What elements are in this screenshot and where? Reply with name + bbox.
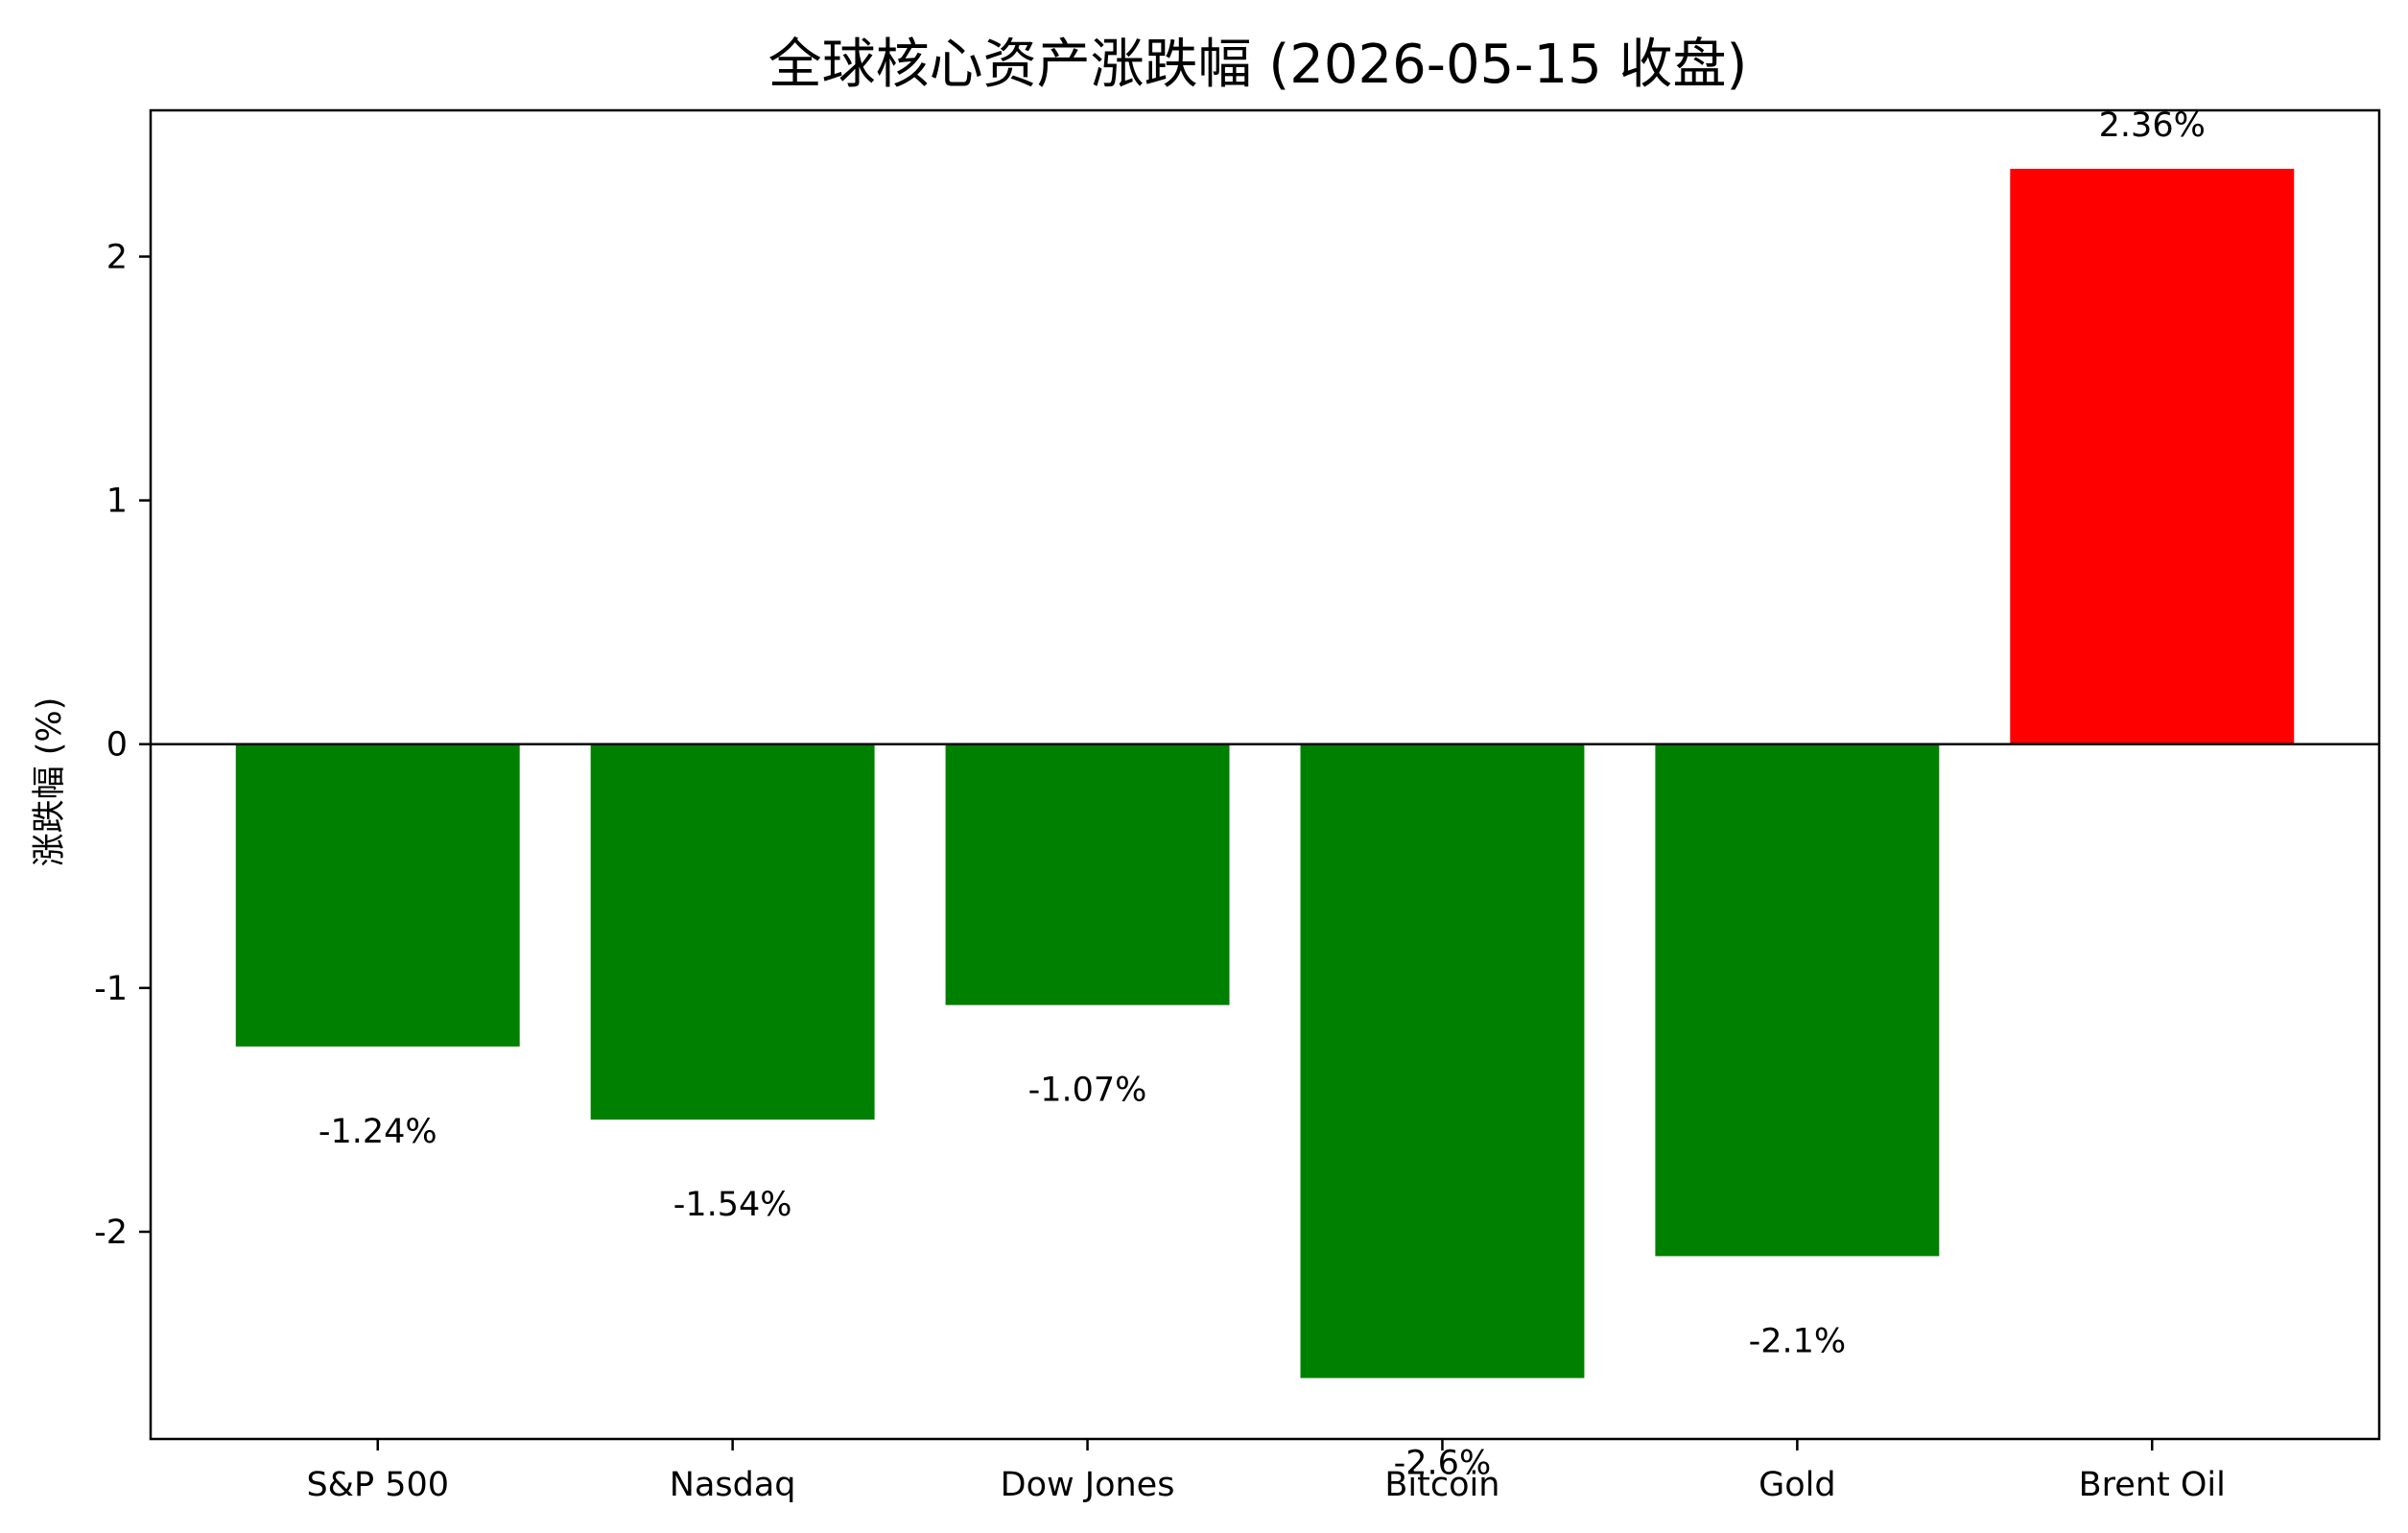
y-axis-label: 涨跌幅 (%) [31,697,69,867]
y-tick-label: -1 [94,970,128,1008]
x-tick-label: Bitcoin [1384,1466,1499,1504]
y-tick-label: 1 [106,483,128,521]
bar-0 [235,743,520,1047]
data-labels-group: -1.24% -1.54% -1.07% -2.6% -2.1% 2.36% [319,106,2206,1482]
data-label: -1.24% [319,1113,437,1151]
bar-1 [590,743,875,1120]
data-label: 2.36% [2099,106,2206,145]
bar-3 [1300,743,1585,1379]
x-tick-label: Dow Jones [1001,1466,1175,1504]
data-label: -1.54% [673,1186,792,1224]
x-axis-ticks: S&P 500 Nasdaq Dow Jones Bitcoin Gold Brent O… [306,1439,2226,1504]
data-label: -1.07% [1028,1072,1147,1110]
y-tick-label: 2 [106,238,128,276]
x-tick-label: S&P 500 [306,1466,449,1504]
bar-5 [2010,168,2295,744]
data-label: -2.6% [1394,1444,1492,1482]
bar-2 [945,743,1230,1005]
plot-frame [149,108,2381,1441]
bars-group [235,168,2295,1379]
y-tick-label: -2 [94,1214,128,1252]
y-axis-ticks: -2 -1 0 1 2 [94,238,151,1252]
x-tick-label: Gold [1759,1466,1835,1504]
data-label: -2.1% [1749,1322,1847,1360]
plot-area: -2 -1 0 1 2 S&P 500 Nasdaq Dow Jones Bitcoin Gol… [94,106,2381,1504]
x-tick-label: Brent Oil [2079,1466,2226,1504]
chart-title: 全球核心资产涨跌幅 (2026-05-15 收盘) [768,34,1748,96]
bar-4 [1655,743,1940,1257]
x-tick-label: Nasdaq [670,1466,796,1504]
y-tick-label: 0 [106,726,128,765]
